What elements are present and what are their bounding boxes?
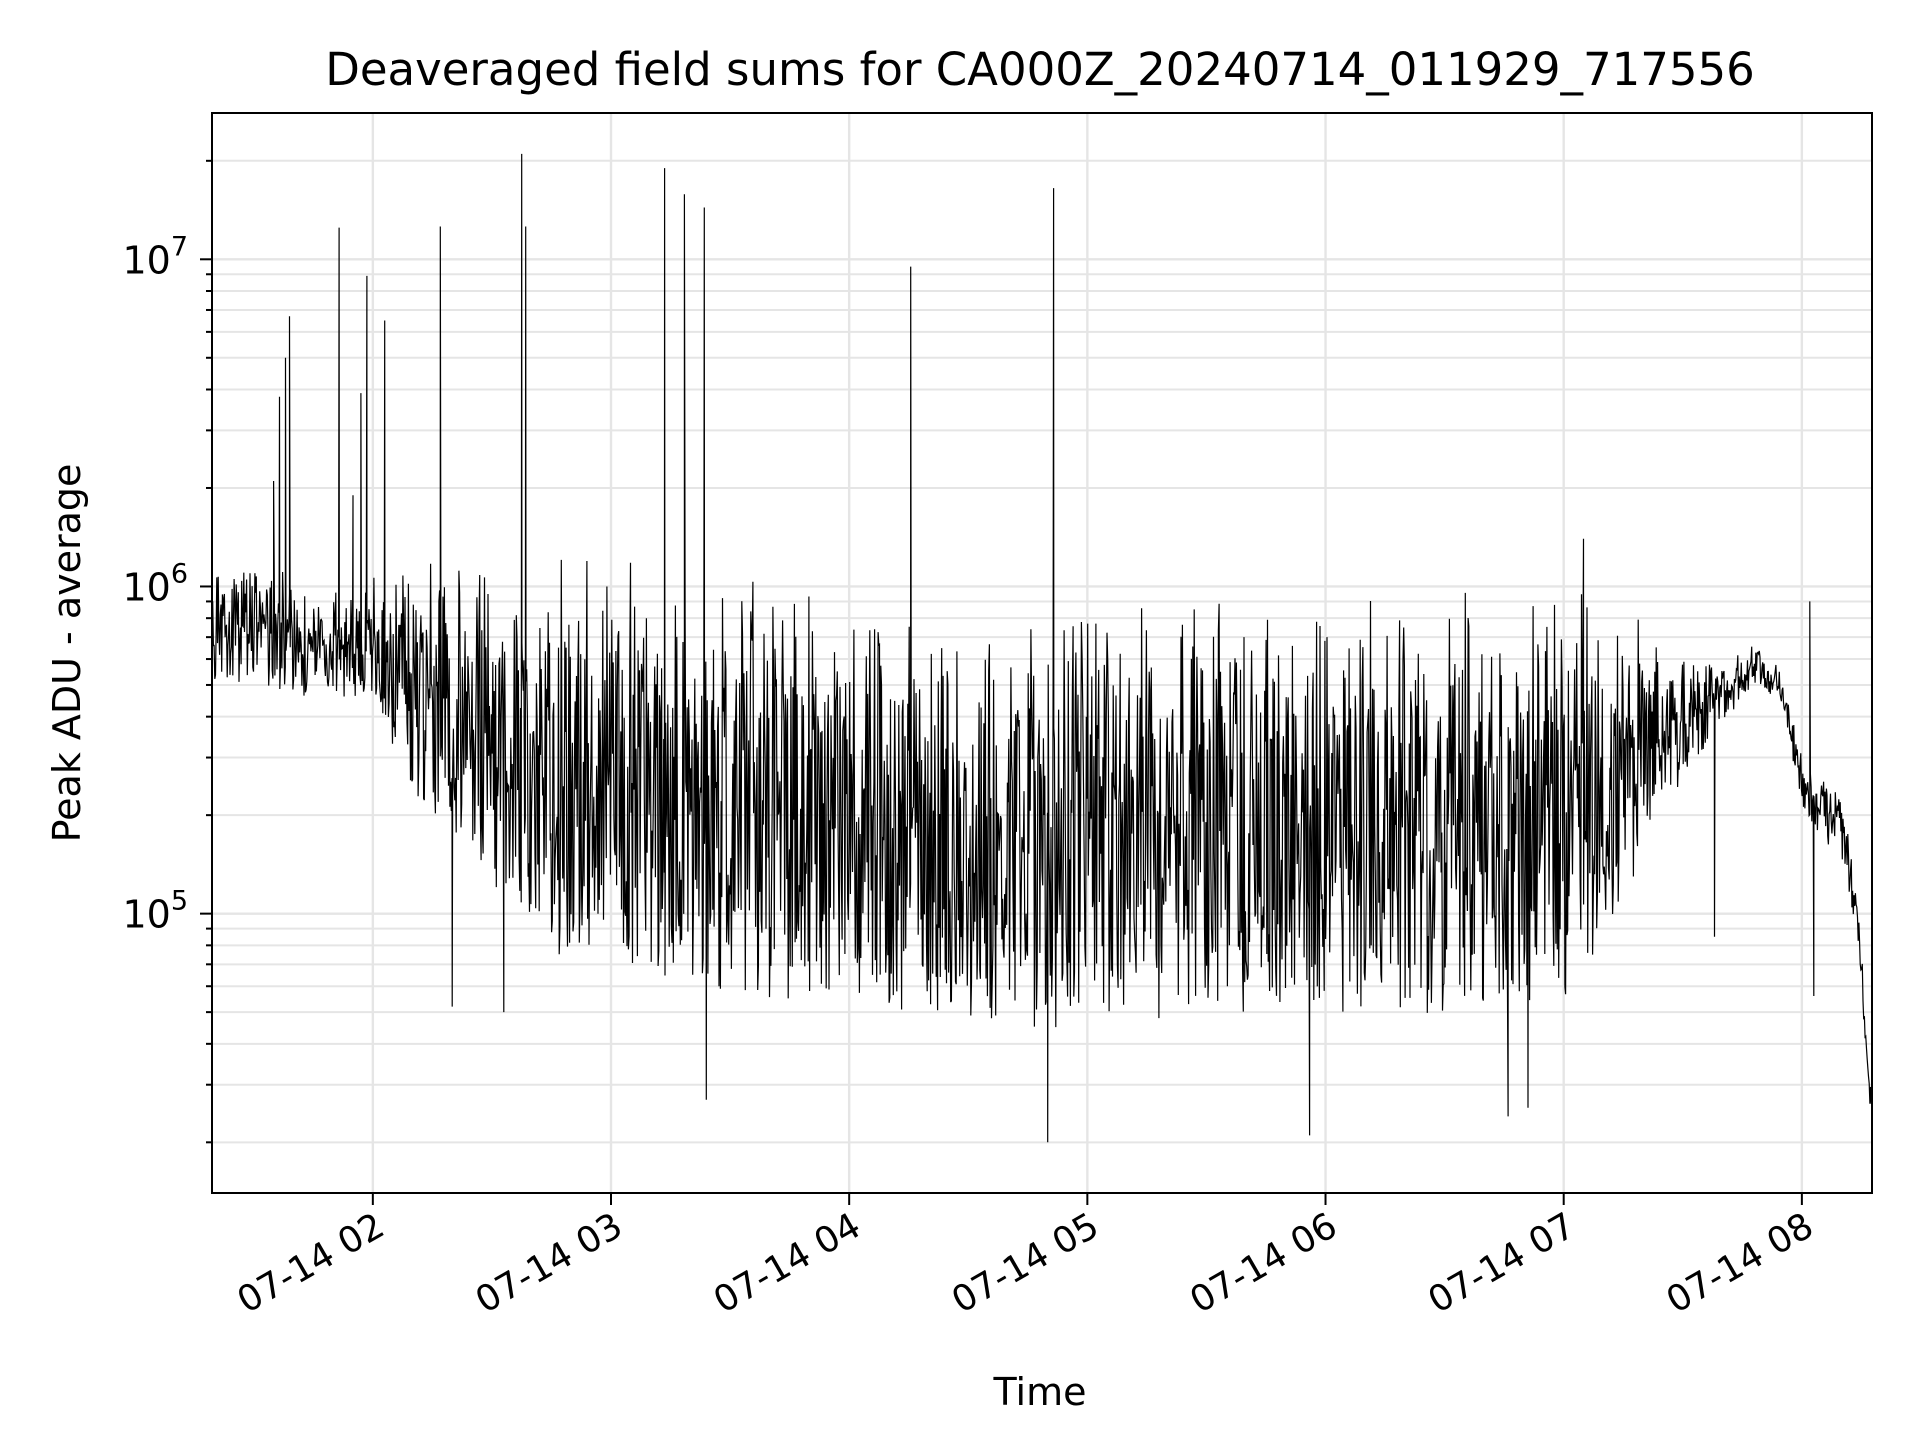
y-tick-label: 107 (122, 231, 188, 282)
y-tick-label-exponent: 6 (171, 558, 188, 589)
y-tick-label-base: 10 (122, 565, 170, 609)
y-tick-label-exponent: 7 (171, 231, 188, 262)
y-tick-label-exponent: 5 (171, 886, 188, 917)
y-tick-label-base: 10 (122, 893, 170, 937)
chart-title: Deaveraged field sums for CA000Z_2024071… (325, 43, 1755, 96)
plot-area-frame (211, 112, 1873, 1194)
series-line (211, 153, 1873, 1143)
y-tick-label: 105 (122, 886, 188, 937)
y-tick-label: 106 (122, 558, 188, 609)
y-axis-label: Peak ADU - average (45, 464, 89, 843)
y-tick-label-base: 10 (122, 238, 170, 282)
data-series-layer (211, 153, 1873, 1143)
x-axis-label: Time (993, 1370, 1087, 1414)
